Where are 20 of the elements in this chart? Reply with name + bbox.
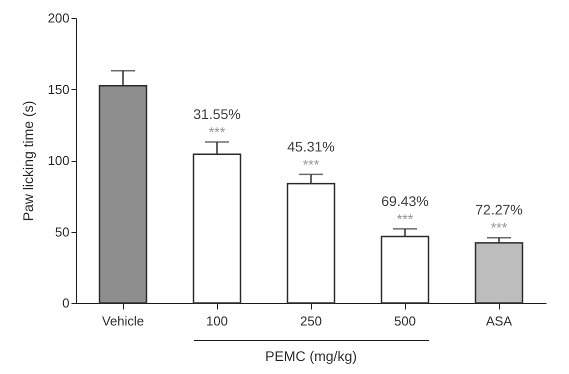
- y-tick-label: 150: [48, 82, 70, 97]
- annotation: 31.55%: [193, 106, 241, 122]
- y-tick-label: 0: [62, 296, 70, 310]
- y-tick-label: 200: [48, 10, 70, 26]
- y-tick-label: 100: [48, 153, 70, 168]
- x-tick-label: 250: [300, 314, 322, 328]
- annotation: 45.31%: [287, 138, 335, 154]
- annotation: ***: [490, 220, 508, 236]
- annotation: ***: [208, 124, 226, 140]
- x-tick-label: 100: [206, 314, 228, 328]
- x-tick-label: ASA: [486, 314, 512, 328]
- y-tick-label: 50: [55, 224, 70, 240]
- annotation: ***: [302, 156, 320, 172]
- x-tick-label: 500: [394, 314, 416, 328]
- annotation: ***: [396, 210, 414, 227]
- x-axis-title: PEMC (mg/kg): [265, 348, 357, 364]
- y-axis-title: Paw licking time (s): [20, 100, 36, 222]
- annotation: 72.27%: [475, 202, 523, 218]
- annotation: 69.43%: [381, 192, 429, 209]
- x-tick-label: Vehicle: [102, 314, 144, 328]
